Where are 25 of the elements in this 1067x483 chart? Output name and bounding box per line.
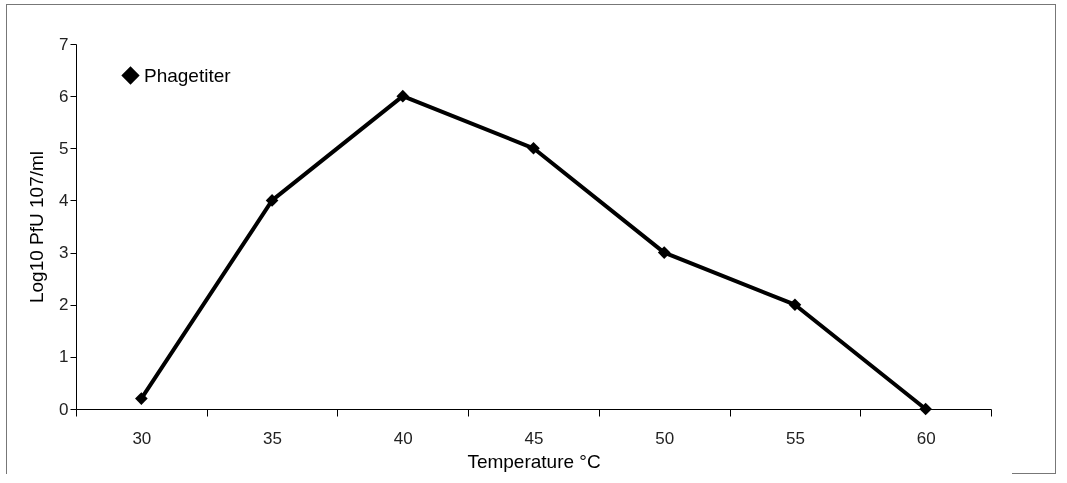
x-tick-label: 45 [524,428,544,448]
point [396,89,410,103]
x-tick-label: 35 [263,428,283,448]
x-tick-label: 55 [785,428,805,448]
x-tick-label: 30 [132,428,152,448]
x-tick-label: 60 [916,428,936,448]
point [657,246,671,259]
point [788,298,802,312]
point [919,402,932,416]
y-axis-title: Log10 PfU 107/ml [26,150,48,304]
y-tick-label: 4 [59,190,69,210]
x-axis-title: Temperature °C [467,450,601,472]
y-tick-label: 2 [59,295,69,315]
y-tick-label: 3 [59,243,69,263]
x-tick-label: 40 [393,428,413,448]
x-tick-label: 50 [655,428,675,448]
y-tick-label: 7 [59,34,69,54]
y-tick-label: 0 [59,399,69,419]
y-tick-label: 1 [59,347,69,367]
y-tick-label: 6 [59,86,69,106]
point [527,141,540,155]
point [265,194,279,207]
point [135,392,148,405]
legend-label: Phagetiter [144,64,232,86]
y-tick-label: 5 [59,138,69,158]
